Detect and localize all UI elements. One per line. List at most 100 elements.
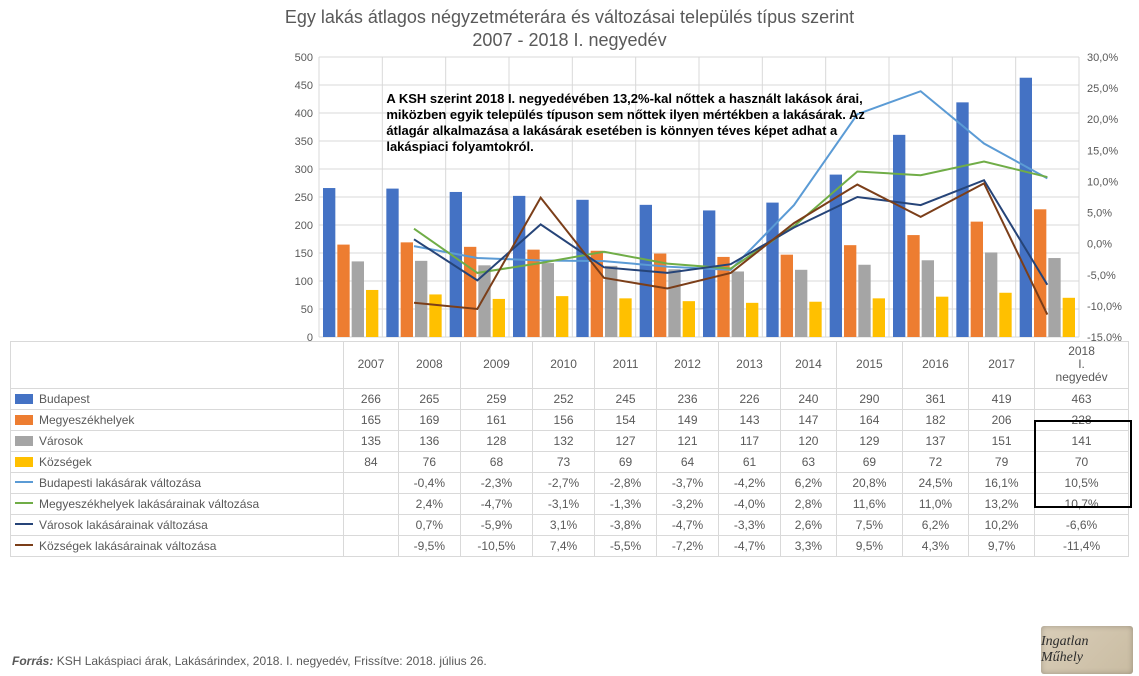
data-cell: 290	[836, 388, 902, 409]
data-cell	[344, 535, 399, 556]
data-cell: 70	[1035, 451, 1129, 472]
data-cell: 143	[719, 409, 781, 430]
data-cell: 20,8%	[836, 472, 902, 493]
svg-text:-5,0%: -5,0%	[1087, 270, 1116, 282]
svg-text:0: 0	[307, 332, 313, 341]
data-cell: 361	[902, 388, 968, 409]
data-cell: 154	[595, 409, 657, 430]
data-cell: 127	[595, 430, 657, 451]
data-cell: -11,4%	[1035, 535, 1129, 556]
chart-and-table: 050100150200250300350400450500-15,0%-10,…	[0, 51, 1139, 557]
data-cell: 24,5%	[902, 472, 968, 493]
data-cell: 84	[344, 451, 399, 472]
data-cell: -3,1%	[533, 493, 595, 514]
table-row: Községek lakásárainak változása-9,5%-10,…	[11, 535, 1129, 556]
svg-text:500: 500	[295, 52, 313, 64]
table-row: Városok lakásárainak változása0,7%-5,9%3…	[11, 514, 1129, 535]
data-cell: 11,6%	[836, 493, 902, 514]
legend-swatch	[15, 481, 33, 483]
data-cell: -4,7%	[460, 493, 532, 514]
data-cell: 4,3%	[902, 535, 968, 556]
data-cell: 169	[398, 409, 460, 430]
data-cell: 120	[781, 430, 837, 451]
data-cell: 228	[1035, 409, 1129, 430]
data-cell: 252	[533, 388, 595, 409]
year-header: 2010	[533, 342, 595, 389]
data-cell: -4,0%	[719, 493, 781, 514]
svg-text:150: 150	[295, 248, 313, 260]
svg-text:15,0%: 15,0%	[1087, 145, 1118, 157]
year-header: 2014	[781, 342, 837, 389]
page: Egy lakás átlagos négyzetméterára és vál…	[0, 0, 1139, 676]
svg-text:300: 300	[295, 164, 313, 176]
year-header: 2011	[595, 342, 657, 389]
data-cell: 147	[781, 409, 837, 430]
year-header: 2012	[657, 342, 719, 389]
year-header: 2013	[719, 342, 781, 389]
data-cell: 164	[836, 409, 902, 430]
data-cell: -10,5%	[460, 535, 532, 556]
data-cell: 136	[398, 430, 460, 451]
data-cell: 236	[657, 388, 719, 409]
data-cell: 463	[1035, 388, 1129, 409]
data-cell: 10,2%	[969, 514, 1035, 535]
data-cell: 132	[533, 430, 595, 451]
series-label: Községek	[11, 451, 344, 472]
table-row: Megyeszékhelyek1651691611561541491431471…	[11, 409, 1129, 430]
svg-text:250: 250	[295, 192, 313, 204]
data-cell: 69	[836, 451, 902, 472]
data-cell: -1,3%	[595, 493, 657, 514]
data-cell: 3,3%	[781, 535, 837, 556]
svg-text:200: 200	[295, 220, 313, 232]
year-header: 2018I.negyedév	[1035, 342, 1129, 389]
series-label: Városok lakásárainak változása	[11, 514, 344, 535]
series-label: Városok	[11, 430, 344, 451]
data-cell: 129	[836, 430, 902, 451]
data-cell: 7,5%	[836, 514, 902, 535]
data-cell: 10,5%	[1035, 472, 1129, 493]
svg-text:400: 400	[295, 108, 313, 120]
footer-text: KSH Lakáspiaci árak, Lakásárindex, 2018.…	[57, 654, 487, 668]
data-cell: 6,2%	[781, 472, 837, 493]
data-cell: 135	[344, 430, 399, 451]
data-cell	[344, 493, 399, 514]
data-cell: -3,8%	[595, 514, 657, 535]
data-cell: 0,7%	[398, 514, 460, 535]
data-cell: -6,6%	[1035, 514, 1129, 535]
svg-text:100: 100	[295, 276, 313, 288]
legend-swatch	[15, 544, 33, 546]
svg-text:-15,0%: -15,0%	[1087, 332, 1122, 341]
data-cell: -7,2%	[657, 535, 719, 556]
series-label: Budapesti lakásárak változása	[11, 472, 344, 493]
year-header: 2008	[398, 342, 460, 389]
data-cell: 137	[902, 430, 968, 451]
data-cell: 61	[719, 451, 781, 472]
data-cell: 206	[969, 409, 1035, 430]
year-header: 2007	[344, 342, 399, 389]
svg-text:30,0%: 30,0%	[1087, 52, 1118, 64]
data-cell	[344, 472, 399, 493]
data-cell: 9,7%	[969, 535, 1035, 556]
left-spacer	[10, 51, 279, 341]
data-cell: 79	[969, 451, 1035, 472]
data-cell: 11,0%	[902, 493, 968, 514]
data-cell: 240	[781, 388, 837, 409]
data-cell: 9,5%	[836, 535, 902, 556]
data-cell: 63	[781, 451, 837, 472]
data-cell: 141	[1035, 430, 1129, 451]
data-cell: -3,2%	[657, 493, 719, 514]
chart-zone: 050100150200250300350400450500-15,0%-10,…	[10, 51, 1129, 341]
svg-text:25,0%: 25,0%	[1087, 83, 1118, 95]
data-cell: -3,3%	[719, 514, 781, 535]
data-cell: -0,4%	[398, 472, 460, 493]
year-header: 2016	[902, 342, 968, 389]
data-cell: 419	[969, 388, 1035, 409]
legend-swatch	[15, 436, 33, 446]
title-line1: Egy lakás átlagos négyzetméterára és vál…	[285, 7, 854, 27]
data-table: 2007200820092010201120122013201420152016…	[10, 341, 1129, 557]
data-cell: -5,9%	[460, 514, 532, 535]
data-cell: 121	[657, 430, 719, 451]
table-row: Megyeszékhelyek lakásárainak változása2,…	[11, 493, 1129, 514]
table-row: Községek847668736964616369727970	[11, 451, 1129, 472]
data-cell: 161	[460, 409, 532, 430]
